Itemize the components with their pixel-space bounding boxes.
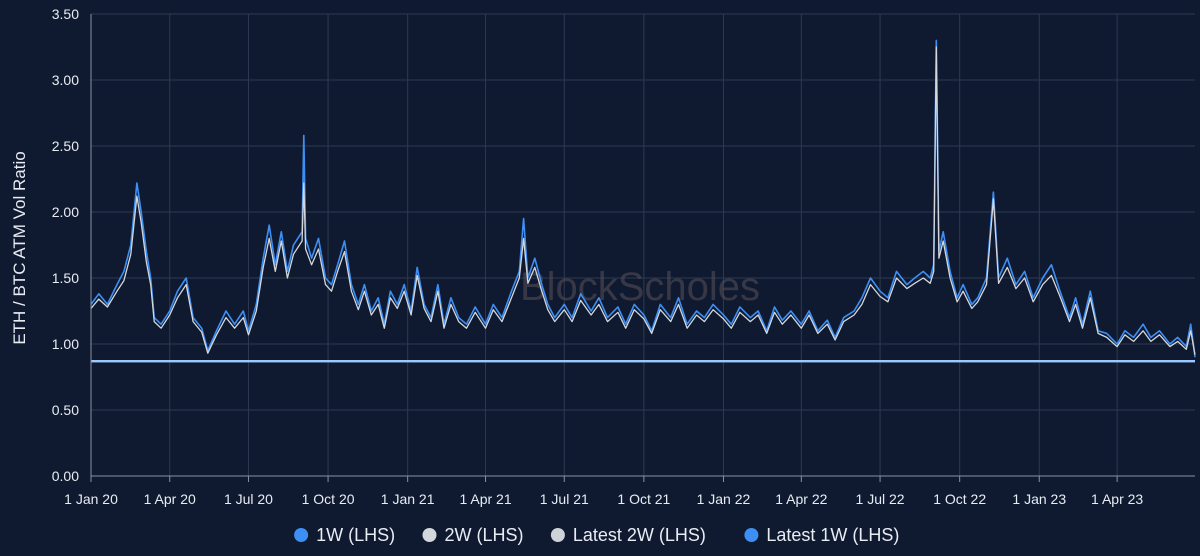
x-tick-label: 1 Oct 20 xyxy=(302,491,355,507)
x-tick-label: 1 Apr 23 xyxy=(1091,491,1143,507)
legend-label: Latest 2W (LHS) xyxy=(573,525,706,545)
x-tick-label: 1 Jan 21 xyxy=(381,491,435,507)
x-tick-label: 1 Apr 20 xyxy=(144,491,196,507)
legend-item[interactable]: Latest 1W (LHS) xyxy=(744,525,899,545)
series-line-2w xyxy=(90,46,1196,355)
y-tick-label: 2.00 xyxy=(52,204,79,220)
legend-item[interactable]: Latest 2W (LHS) xyxy=(550,525,706,545)
x-tick-label: 1 Oct 22 xyxy=(933,491,986,507)
legend-marker xyxy=(744,528,759,542)
x-tick-label: 1 Jan 23 xyxy=(1012,491,1066,507)
watermark: BlockScholes xyxy=(520,265,760,309)
y-tick-label: 1.50 xyxy=(52,270,79,286)
legend-item[interactable]: 2W (LHS) xyxy=(422,525,524,545)
y-tick-label: 3.50 xyxy=(52,6,79,22)
axes: 0.00 0.50 1.00 1.50 2.00 2.50 3.00 3.50 1 Jan 20… xyxy=(52,6,1195,507)
legend-marker xyxy=(294,528,309,542)
y-tick-label: 0.00 xyxy=(52,468,79,484)
x-tick-label: 1 Jul 20 xyxy=(224,491,273,507)
x-tick-label: 1 Jul 21 xyxy=(540,491,589,507)
legend-marker xyxy=(550,528,565,542)
legend-marker xyxy=(422,528,437,542)
legend-label: 1W (LHS) xyxy=(316,525,395,545)
x-tick-label: 1 Jul 22 xyxy=(856,491,905,507)
x-tick-label: 1 Apr 21 xyxy=(459,491,511,507)
grid xyxy=(90,13,1195,477)
y-tick-label: 3.00 xyxy=(52,72,79,88)
legend-label: 2W (LHS) xyxy=(445,525,524,545)
series-layer xyxy=(90,39,1196,363)
x-tick-label: 1 Jan 20 xyxy=(64,491,118,507)
y-axis-label: ETH / BTC ATM Vol Ratio xyxy=(10,151,29,344)
x-tick-label: 1 Apr 22 xyxy=(775,491,827,507)
legend-item[interactable]: 1W (LHS) xyxy=(294,525,395,545)
x-tick-label: 1 Oct 21 xyxy=(617,491,670,507)
y-tick-label: 0.50 xyxy=(52,402,79,418)
legend: 1W (LHS) 2W (LHS) Latest 2W (LHS) Latest 1W… xyxy=(294,525,899,545)
y-tick-label: 1.00 xyxy=(52,336,79,352)
y-tick-label: 2.50 xyxy=(52,138,79,154)
legend-label: Latest 1W (LHS) xyxy=(766,525,899,545)
x-tick-label: 1 Jan 22 xyxy=(697,491,751,507)
